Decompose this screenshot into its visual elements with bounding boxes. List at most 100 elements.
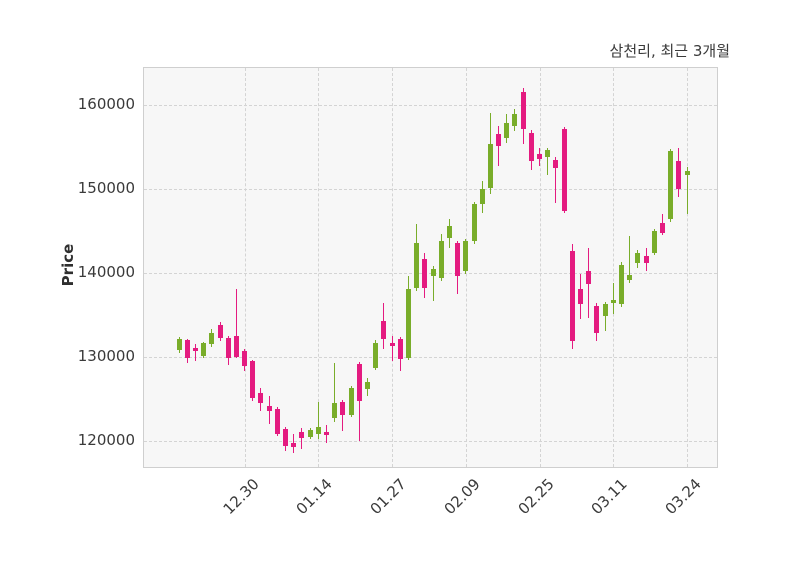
- candle-body: [610, 299, 616, 304]
- candle-wick: [301, 427, 303, 450]
- gridline-horizontal: [144, 441, 717, 442]
- candle-body: [356, 363, 362, 401]
- candle-body: [684, 171, 690, 175]
- candle-body: [315, 426, 321, 435]
- candle-body: [340, 402, 346, 415]
- candle-body: [528, 132, 534, 162]
- y-tick-label: 130000: [77, 347, 135, 365]
- candle-body: [553, 159, 559, 168]
- candle-body: [201, 342, 207, 357]
- gridline-vertical: [613, 68, 615, 467]
- candle-body: [520, 92, 526, 130]
- candle-body: [332, 403, 338, 419]
- candle-body: [283, 429, 288, 446]
- candle-body: [496, 134, 501, 147]
- candle-body: [397, 338, 403, 359]
- candle-wick: [555, 157, 557, 204]
- candle-body: [512, 114, 518, 126]
- candle-body: [668, 151, 674, 220]
- gridline-horizontal: [144, 357, 717, 358]
- gridline-vertical: [539, 68, 541, 467]
- candle-body: [184, 340, 190, 358]
- chart-title: 삼천리, 최근 3개월: [609, 42, 730, 60]
- candle-body: [479, 189, 485, 205]
- candle-body: [487, 143, 493, 189]
- candle-body: [422, 258, 428, 289]
- x-tick-label: 03.24: [661, 475, 705, 519]
- candle-body: [586, 271, 592, 284]
- candle-body: [307, 430, 313, 437]
- candle-body: [242, 351, 247, 367]
- candle-body: [258, 393, 264, 404]
- candle-body: [266, 405, 272, 411]
- candle-wick: [334, 362, 336, 422]
- candle-body: [635, 252, 641, 263]
- candle-body: [217, 325, 223, 338]
- candle-wick: [629, 236, 631, 283]
- candle-wick: [342, 399, 344, 431]
- y-tick-label: 160000: [77, 95, 135, 113]
- candle-body: [176, 339, 182, 351]
- candle-body: [365, 382, 370, 389]
- candle-wick: [612, 283, 614, 315]
- candle-body: [545, 149, 551, 158]
- candle-body: [561, 129, 567, 211]
- gridline-vertical: [392, 68, 393, 467]
- x-tick-label: 12.30: [219, 475, 263, 519]
- candle-body: [348, 388, 354, 415]
- y-tick-label: 150000: [77, 179, 135, 197]
- candle-body: [381, 320, 387, 340]
- gridline-horizontal: [144, 189, 717, 190]
- candle-body: [619, 264, 624, 305]
- candle-body: [537, 153, 542, 159]
- candle-body: [659, 222, 665, 233]
- candle-body: [446, 226, 452, 238]
- candle-body: [405, 289, 411, 358]
- candle-body: [373, 342, 379, 368]
- candle-body: [389, 342, 395, 347]
- candle-body: [594, 305, 600, 333]
- plot-area: [143, 67, 718, 468]
- candle-body: [209, 332, 215, 345]
- candle-body: [438, 241, 444, 279]
- x-tick-label: 03.11: [587, 475, 632, 519]
- candle-wick: [604, 302, 606, 331]
- candle-body: [463, 241, 469, 272]
- gridline-vertical: [318, 68, 320, 467]
- candle-wick: [686, 167, 688, 215]
- candle-body: [627, 274, 633, 280]
- candle-wick: [235, 289, 237, 358]
- candle-body: [324, 431, 329, 436]
- y-tick-label: 140000: [77, 263, 135, 281]
- candle-body: [250, 361, 256, 399]
- candle-body: [299, 431, 305, 438]
- candle-wick: [547, 147, 549, 175]
- candle-wick: [391, 336, 393, 362]
- candle-wick: [317, 402, 319, 440]
- candle-body: [569, 251, 575, 342]
- y-tick-label: 120000: [77, 431, 135, 449]
- candle-body: [471, 204, 477, 242]
- candle-body: [643, 256, 649, 263]
- candle-body: [602, 304, 608, 316]
- x-tick-label: 02.25: [514, 475, 558, 519]
- x-tick-label: 02.09: [440, 475, 484, 519]
- candle-body: [676, 161, 682, 189]
- x-tick-label: 01.14: [292, 475, 337, 519]
- candle-wick: [432, 266, 434, 301]
- candle-body: [430, 268, 436, 277]
- candle-body: [455, 242, 461, 276]
- candle-body: [578, 289, 583, 305]
- candle-body: [274, 409, 280, 435]
- x-tick-label: 01.27: [366, 475, 410, 519]
- candle-wick: [358, 362, 360, 441]
- candle-body: [225, 337, 231, 358]
- candle-body: [651, 231, 657, 253]
- gridline-vertical: [687, 68, 688, 467]
- candle-body: [192, 347, 198, 352]
- gridline-vertical: [244, 68, 246, 467]
- candle-wick: [194, 344, 196, 362]
- candle-body: [414, 242, 420, 289]
- candle-body: [291, 442, 297, 447]
